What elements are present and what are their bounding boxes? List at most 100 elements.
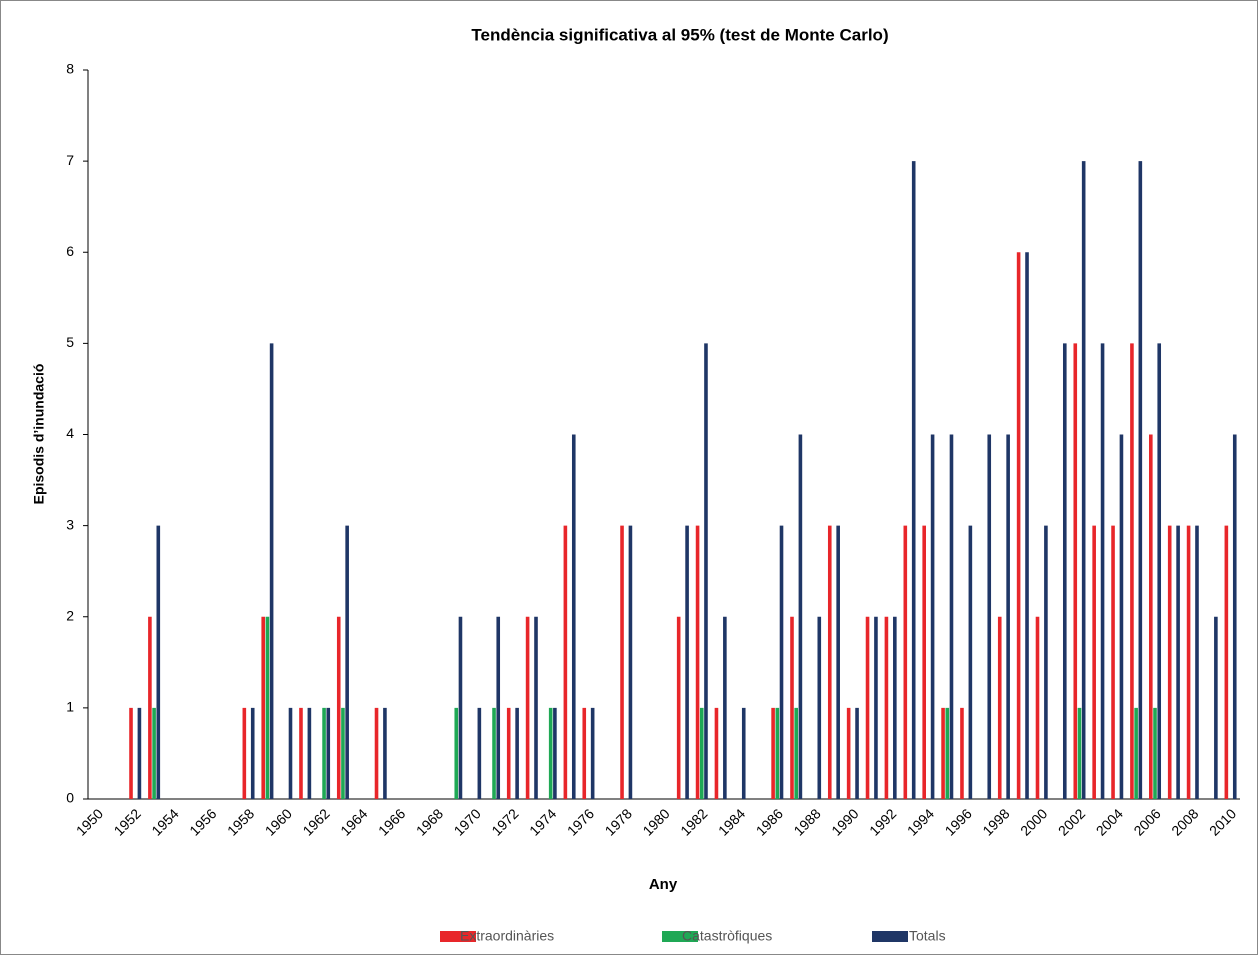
bar — [949, 434, 954, 799]
bar — [1006, 434, 1010, 799]
y-tick-label: 2 — [66, 607, 74, 623]
bar — [1016, 252, 1021, 799]
bar — [827, 525, 832, 799]
y-tick-label: 6 — [66, 243, 74, 259]
bar — [250, 707, 255, 799]
bar — [571, 434, 576, 799]
bar — [1092, 525, 1096, 799]
bar — [1149, 434, 1153, 799]
bar — [326, 707, 331, 799]
bar — [548, 707, 553, 799]
bar — [1195, 525, 1199, 799]
bar — [741, 707, 746, 799]
x-axis-label: Any — [649, 876, 678, 893]
y-tick-label: 8 — [66, 61, 74, 77]
legend-swatch — [872, 931, 908, 942]
bar — [779, 525, 784, 799]
y-tick-label: 7 — [66, 152, 74, 168]
bar — [137, 707, 142, 799]
bar — [374, 707, 379, 799]
bar — [299, 707, 303, 799]
bar — [945, 707, 950, 799]
bar — [1153, 707, 1157, 799]
legend-label: Totals — [909, 928, 946, 944]
bar — [129, 707, 133, 799]
bar — [775, 707, 780, 799]
bar — [269, 343, 274, 799]
bar — [1138, 161, 1143, 799]
bar — [496, 616, 501, 799]
bar — [288, 707, 293, 799]
bar — [152, 707, 156, 799]
y-tick-label: 4 — [66, 425, 74, 441]
bar — [261, 616, 266, 799]
bar — [1157, 343, 1162, 799]
bar — [874, 616, 878, 799]
bar — [790, 616, 794, 799]
bar — [723, 616, 727, 799]
bar — [477, 707, 482, 799]
bar — [582, 707, 587, 799]
bar — [1073, 343, 1078, 799]
bar — [771, 707, 775, 799]
bar — [1119, 434, 1124, 799]
bar — [1214, 616, 1218, 799]
bar — [817, 616, 822, 799]
bar — [997, 616, 1002, 799]
legend-label: Catastròfiques — [682, 928, 772, 944]
bar — [884, 616, 889, 799]
bar — [987, 434, 992, 799]
y-axis-label: Episodis d’inundació — [31, 364, 47, 505]
bar — [704, 343, 708, 799]
bar — [1167, 525, 1172, 799]
bar — [1111, 525, 1115, 799]
bar — [1134, 707, 1138, 799]
y-tick-label: 1 — [66, 699, 74, 715]
bar — [695, 525, 700, 799]
bar — [1232, 434, 1237, 799]
bar — [941, 707, 945, 799]
bar — [322, 707, 326, 799]
bar — [563, 525, 568, 799]
bar — [148, 616, 152, 799]
bar — [1035, 616, 1040, 799]
bar — [1081, 161, 1086, 799]
bar — [628, 525, 633, 799]
bar — [307, 707, 312, 799]
legend-swatch — [440, 931, 476, 942]
bar — [911, 161, 916, 799]
bar — [798, 434, 803, 799]
bar — [1224, 525, 1229, 799]
bar — [903, 525, 908, 799]
bar — [699, 707, 704, 799]
bar — [383, 707, 387, 799]
bar — [794, 707, 798, 799]
bar — [922, 525, 926, 799]
bar — [454, 707, 459, 799]
legend-swatch — [662, 931, 698, 942]
bar — [156, 525, 161, 799]
bar — [676, 616, 681, 799]
bar — [1077, 707, 1082, 799]
bar — [855, 707, 859, 799]
bar — [1176, 525, 1180, 799]
bar — [590, 707, 595, 799]
bar — [893, 616, 897, 799]
bar — [242, 707, 247, 799]
bar — [1130, 343, 1134, 799]
chart-title: Tendència significativa al 95% (test de … — [471, 25, 888, 44]
bar — [968, 525, 973, 799]
y-tick-label: 3 — [66, 516, 74, 532]
bar — [534, 616, 538, 799]
bar — [1062, 343, 1067, 799]
bar — [506, 707, 511, 799]
y-tick-label: 5 — [66, 334, 74, 350]
bar — [553, 707, 557, 799]
y-tick-label: 0 — [66, 790, 74, 806]
bar — [1044, 525, 1048, 799]
bar — [685, 525, 689, 799]
bar — [714, 707, 719, 799]
bar — [1186, 525, 1191, 799]
